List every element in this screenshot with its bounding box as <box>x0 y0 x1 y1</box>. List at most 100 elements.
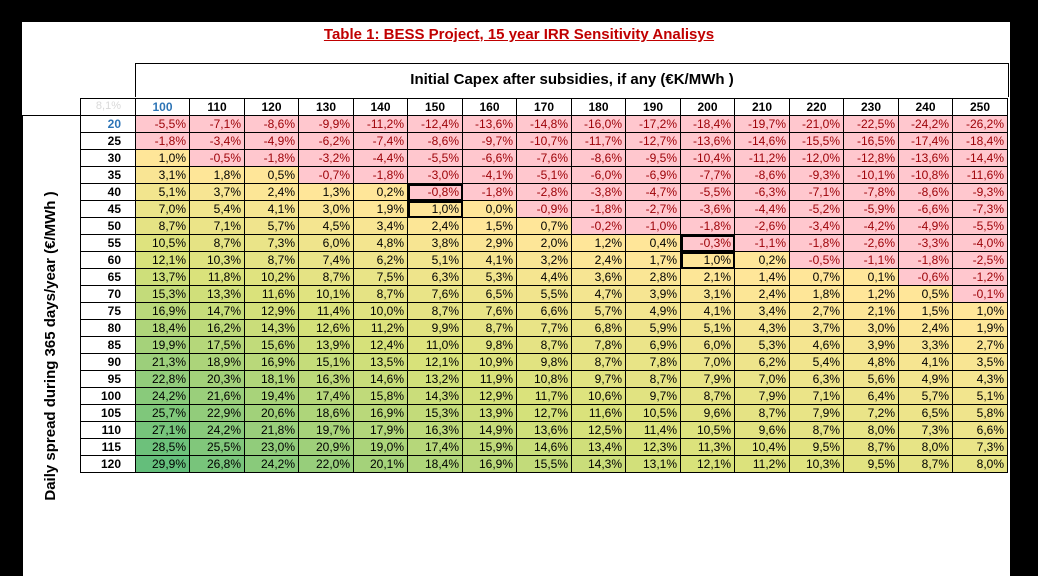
irr-cell[interactable]: 3,8% <box>407 234 463 252</box>
row-header[interactable]: 85 <box>80 336 136 354</box>
irr-cell[interactable]: -16,5% <box>843 132 899 150</box>
irr-cell[interactable]: 14,3% <box>244 319 299 337</box>
irr-cell[interactable]: 9,9% <box>407 319 463 337</box>
irr-cell[interactable]: 3,2% <box>516 251 572 269</box>
irr-cell[interactable]: 13,9% <box>298 336 354 354</box>
irr-cell[interactable]: -5,5% <box>680 183 735 201</box>
irr-cell[interactable]: 20,3% <box>189 370 245 388</box>
irr-cell[interactable]: -3,4% <box>789 217 844 235</box>
irr-cell[interactable]: -14,6% <box>734 132 790 150</box>
irr-cell[interactable]: 6,9% <box>625 336 681 354</box>
irr-cell[interactable]: 2,4% <box>898 319 953 337</box>
irr-cell[interactable]: 15,1% <box>298 353 354 371</box>
irr-cell[interactable]: -14,4% <box>952 149 1008 167</box>
irr-cell[interactable]: 4,8% <box>353 234 408 252</box>
irr-cell[interactable]: 4,9% <box>898 370 953 388</box>
irr-cell[interactable]: 18,4% <box>135 319 190 337</box>
irr-cell[interactable]: 11,9% <box>462 370 517 388</box>
irr-cell[interactable]: 1,3% <box>298 183 354 201</box>
irr-cell[interactable]: -2,8% <box>516 183 572 201</box>
irr-cell[interactable]: 10,5% <box>680 421 735 439</box>
irr-cell[interactable]: 1,2% <box>843 285 899 303</box>
irr-cell[interactable]: 4,6% <box>789 336 844 354</box>
irr-cell[interactable]: 7,9% <box>789 404 844 422</box>
irr-cell[interactable]: 2,7% <box>789 302 844 320</box>
irr-cell[interactable]: 7,1% <box>789 387 844 405</box>
irr-cell[interactable]: 22,0% <box>298 455 354 473</box>
irr-cell[interactable]: 12,5% <box>571 421 626 439</box>
irr-cell[interactable]: 3,7% <box>789 319 844 337</box>
irr-cell[interactable]: 11,2% <box>734 455 790 473</box>
irr-cell[interactable]: 8,7% <box>680 387 735 405</box>
irr-cell[interactable]: 7,3% <box>952 438 1008 456</box>
row-header[interactable]: 20 <box>80 115 136 133</box>
irr-cell[interactable]: 2,9% <box>462 234 517 252</box>
irr-cell[interactable]: 7,8% <box>571 336 626 354</box>
irr-cell[interactable]: 3,4% <box>734 302 790 320</box>
irr-cell[interactable]: 6,6% <box>952 421 1008 439</box>
irr-cell[interactable]: 10,4% <box>734 438 790 456</box>
irr-cell[interactable]: 3,5% <box>952 353 1008 371</box>
irr-cell[interactable]: 7,6% <box>462 302 517 320</box>
irr-cell[interactable]: 20,9% <box>298 438 354 456</box>
irr-cell[interactable]: -1,0% <box>625 217 681 235</box>
irr-cell[interactable]: -26,2% <box>952 115 1008 133</box>
irr-cell[interactable]: 8,0% <box>952 455 1008 473</box>
irr-cell[interactable]: -5,2% <box>789 200 844 218</box>
irr-cell[interactable]: 24,2% <box>244 455 299 473</box>
irr-cell[interactable]: 17,4% <box>407 438 463 456</box>
irr-cell[interactable]: 12,3% <box>625 438 681 456</box>
irr-cell[interactable]: 7,0% <box>135 200 190 218</box>
irr-cell[interactable]: 8,0% <box>843 421 899 439</box>
irr-cell[interactable]: -13,6% <box>680 132 735 150</box>
irr-cell[interactable]: 3,0% <box>298 200 354 218</box>
irr-cell[interactable]: 4,1% <box>462 251 517 269</box>
irr-cell[interactable]: 23,0% <box>244 438 299 456</box>
irr-cell[interactable]: -16,0% <box>571 115 626 133</box>
irr-cell[interactable]: 9,8% <box>462 336 517 354</box>
irr-cell[interactable]: -9,5% <box>625 149 681 167</box>
irr-cell[interactable]: 0,5% <box>244 166 299 184</box>
irr-cell[interactable]: 11,4% <box>298 302 354 320</box>
irr-cell[interactable]: -8,6% <box>898 183 953 201</box>
irr-cell[interactable]: 2,4% <box>244 183 299 201</box>
irr-cell[interactable]: -2,5% <box>952 251 1008 269</box>
row-header[interactable]: 55 <box>80 234 136 252</box>
irr-cell[interactable]: -5,5% <box>407 149 463 167</box>
irr-cell[interactable]: 5,4% <box>789 353 844 371</box>
irr-cell[interactable]: 11,3% <box>680 438 735 456</box>
irr-cell[interactable]: 5,6% <box>843 370 899 388</box>
irr-cell[interactable]: 20,1% <box>353 455 408 473</box>
irr-cell[interactable]: 6,3% <box>407 268 463 286</box>
row-header[interactable]: 90 <box>80 353 136 371</box>
irr-cell[interactable]: 8,7% <box>353 285 408 303</box>
irr-cell[interactable]: 17,9% <box>353 421 408 439</box>
irr-cell[interactable]: 8,7% <box>898 455 953 473</box>
irr-cell[interactable]: -1,8% <box>571 200 626 218</box>
irr-cell[interactable]: 6,5% <box>462 285 517 303</box>
irr-cell[interactable]: 9,5% <box>789 438 844 456</box>
row-header[interactable]: 40 <box>80 183 136 201</box>
irr-cell[interactable]: 10,9% <box>462 353 517 371</box>
irr-cell[interactable]: -0,7% <box>298 166 354 184</box>
row-header[interactable]: 80 <box>80 319 136 337</box>
irr-cell[interactable]: -0,6% <box>898 268 953 286</box>
irr-cell[interactable]: -10,8% <box>898 166 953 184</box>
irr-cell[interactable]: 7,8% <box>625 353 681 371</box>
irr-cell[interactable]: 15,3% <box>135 285 190 303</box>
irr-cell[interactable]: -5,9% <box>843 200 899 218</box>
irr-cell[interactable]: -0,2% <box>571 217 626 235</box>
irr-cell[interactable]: 14,7% <box>189 302 245 320</box>
irr-cell[interactable]: 12,1% <box>135 251 190 269</box>
irr-cell[interactable]: 7,4% <box>298 251 354 269</box>
irr-cell[interactable]: 9,6% <box>680 404 735 422</box>
irr-cell[interactable]: 16,9% <box>135 302 190 320</box>
irr-cell[interactable]: -6,6% <box>898 200 953 218</box>
irr-cell[interactable]: 15,3% <box>407 404 463 422</box>
irr-cell[interactable]: 12,7% <box>516 404 572 422</box>
irr-cell[interactable]: 6,2% <box>353 251 408 269</box>
irr-cell[interactable]: 10,5% <box>625 404 681 422</box>
column-header[interactable]: 100 <box>135 98 190 116</box>
irr-cell[interactable]: 5,1% <box>680 319 735 337</box>
irr-cell[interactable]: -3,3% <box>898 234 953 252</box>
